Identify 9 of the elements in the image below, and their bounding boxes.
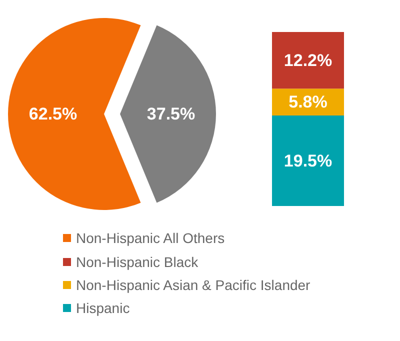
legend-label: Non-Hispanic All Others — [76, 230, 225, 246]
legend-label: Non-Hispanic Black — [76, 254, 200, 270]
data-label: 37.5% — [146, 104, 196, 124]
data-label: 12.2% — [284, 50, 332, 70]
legend-label: Non-Hispanic Asian & Pacific Islander — [76, 277, 311, 293]
data-label: 19.5% — [284, 151, 332, 170]
legend-label: Hispanic — [76, 300, 130, 316]
data-label: 5.8% — [288, 92, 328, 112]
data-label: 62.5% — [28, 104, 78, 124]
